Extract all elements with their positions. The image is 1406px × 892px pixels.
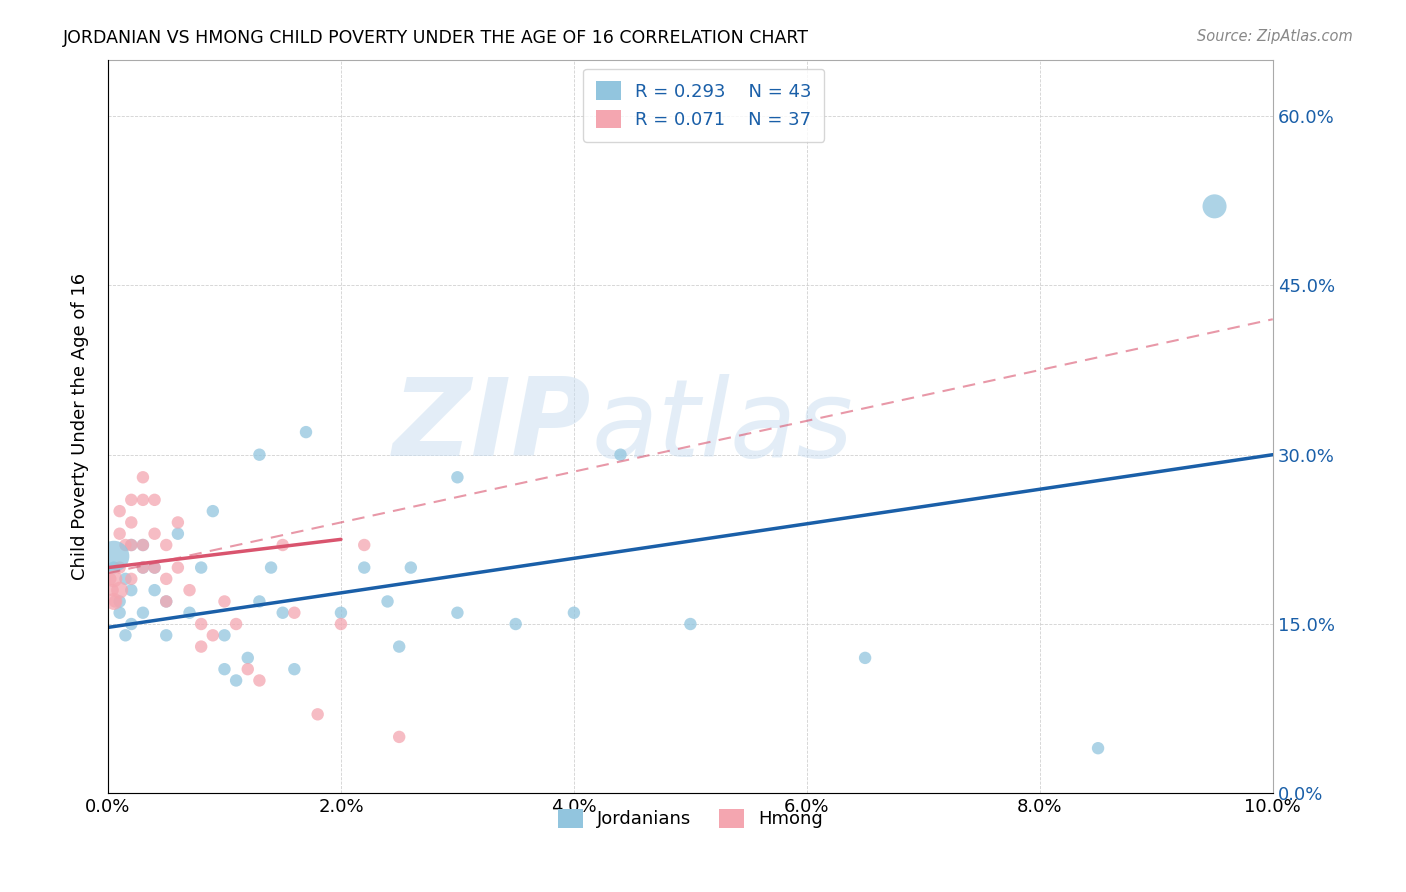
- Point: [249, 448, 271, 462]
- Point: [446, 606, 468, 620]
- Point: [609, 448, 631, 462]
- Point: [104, 594, 127, 608]
- Point: [98, 572, 121, 586]
- Point: [120, 538, 142, 552]
- Point: [307, 707, 329, 722]
- Point: [167, 560, 190, 574]
- Point: [120, 617, 142, 632]
- Point: [108, 594, 131, 608]
- Point: [179, 606, 201, 620]
- Point: [1087, 741, 1109, 756]
- Text: Source: ZipAtlas.com: Source: ZipAtlas.com: [1197, 29, 1353, 44]
- Point: [399, 560, 422, 574]
- Point: [353, 560, 375, 574]
- Point: [143, 526, 166, 541]
- Legend: Jordanians, Hmong: Jordanians, Hmong: [550, 802, 831, 836]
- Point: [249, 673, 271, 688]
- Point: [329, 606, 352, 620]
- Point: [132, 492, 155, 507]
- Point: [108, 560, 131, 574]
- Point: [120, 492, 142, 507]
- Point: [562, 606, 585, 620]
- Point: [214, 628, 236, 642]
- Point: [120, 583, 142, 598]
- Point: [120, 538, 142, 552]
- Text: ZIP: ZIP: [394, 374, 592, 480]
- Point: [101, 583, 124, 598]
- Point: [155, 538, 177, 552]
- Point: [190, 560, 212, 574]
- Point: [143, 583, 166, 598]
- Point: [214, 662, 236, 676]
- Point: [225, 617, 247, 632]
- Point: [108, 583, 131, 598]
- Point: [190, 617, 212, 632]
- Point: [249, 594, 271, 608]
- Point: [132, 538, 155, 552]
- Point: [679, 617, 702, 632]
- Point: [114, 628, 136, 642]
- Point: [155, 572, 177, 586]
- Point: [143, 560, 166, 574]
- Point: [260, 560, 283, 574]
- Point: [214, 594, 236, 608]
- Point: [108, 526, 131, 541]
- Point: [103, 572, 125, 586]
- Y-axis label: Child Poverty Under the Age of 16: Child Poverty Under the Age of 16: [72, 273, 89, 580]
- Point: [143, 560, 166, 574]
- Point: [236, 662, 259, 676]
- Point: [271, 606, 294, 620]
- Point: [283, 662, 305, 676]
- Point: [201, 504, 224, 518]
- Point: [1204, 199, 1226, 213]
- Point: [271, 538, 294, 552]
- Point: [295, 425, 318, 439]
- Point: [120, 516, 142, 530]
- Point: [377, 594, 399, 608]
- Point: [103, 549, 125, 564]
- Point: [167, 516, 190, 530]
- Point: [190, 640, 212, 654]
- Point: [108, 504, 131, 518]
- Point: [236, 651, 259, 665]
- Point: [505, 617, 527, 632]
- Point: [155, 594, 177, 608]
- Point: [132, 560, 155, 574]
- Point: [388, 730, 411, 744]
- Point: [388, 640, 411, 654]
- Point: [329, 617, 352, 632]
- Text: JORDANIAN VS HMONG CHILD POVERTY UNDER THE AGE OF 16 CORRELATION CHART: JORDANIAN VS HMONG CHILD POVERTY UNDER T…: [63, 29, 810, 46]
- Point: [114, 572, 136, 586]
- Point: [103, 560, 125, 574]
- Point: [120, 572, 142, 586]
- Point: [446, 470, 468, 484]
- Point: [167, 526, 190, 541]
- Text: atlas: atlas: [592, 374, 853, 479]
- Point: [155, 628, 177, 642]
- Point: [853, 651, 876, 665]
- Point: [132, 538, 155, 552]
- Point: [103, 594, 125, 608]
- Point: [114, 538, 136, 552]
- Point: [201, 628, 224, 642]
- Point: [225, 673, 247, 688]
- Point: [283, 606, 305, 620]
- Point: [132, 470, 155, 484]
- Point: [143, 492, 166, 507]
- Point: [353, 538, 375, 552]
- Point: [179, 583, 201, 598]
- Point: [155, 594, 177, 608]
- Point: [108, 606, 131, 620]
- Point: [132, 560, 155, 574]
- Point: [132, 606, 155, 620]
